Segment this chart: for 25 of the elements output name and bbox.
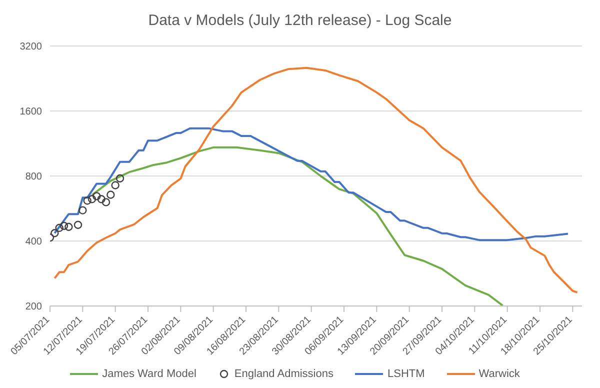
legend-label: Warwick (478, 368, 520, 380)
legend-label: James Ward Model (101, 368, 196, 380)
point (74, 220, 82, 229)
y-tick-label: 1600 (20, 106, 42, 118)
y-tick-label: 400 (25, 236, 42, 248)
legend-label: England Admissions (233, 368, 334, 380)
line-series (54, 66, 578, 294)
point (97, 195, 106, 204)
point (102, 198, 110, 206)
point (111, 181, 120, 190)
point (88, 195, 96, 204)
legend-label: LSHTM (386, 368, 425, 380)
point (92, 192, 101, 200)
chart-title: Data v Models (July 12th release) - Log Scale (147, 11, 453, 31)
y-tick-label: 200 (25, 302, 42, 313)
point (55, 224, 64, 232)
point (106, 190, 115, 199)
point (83, 196, 92, 205)
y-tick-label: 800 (25, 172, 42, 183)
point (78, 206, 87, 214)
point (50, 229, 59, 238)
y-tick-label: 3200 (20, 42, 42, 53)
point (116, 174, 124, 182)
point (64, 222, 73, 231)
point (60, 222, 68, 230)
